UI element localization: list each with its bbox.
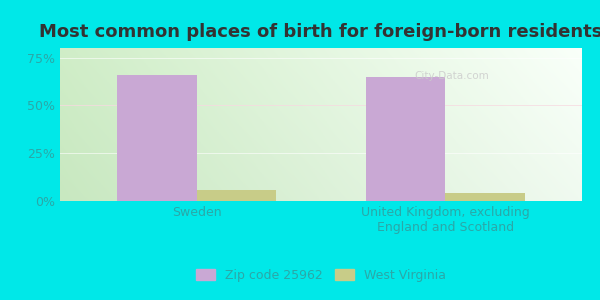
Bar	[445, 194, 525, 201]
Bar	[117, 75, 197, 201]
Text: City-Data.com: City-Data.com	[414, 70, 489, 80]
Legend: Zip code 25962, West Virginia: Zip code 25962, West Virginia	[191, 264, 451, 286]
Bar	[366, 77, 445, 201]
Title: Most common places of birth for foreign-born residents: Most common places of birth for foreign-…	[40, 23, 600, 41]
Bar	[197, 190, 276, 201]
